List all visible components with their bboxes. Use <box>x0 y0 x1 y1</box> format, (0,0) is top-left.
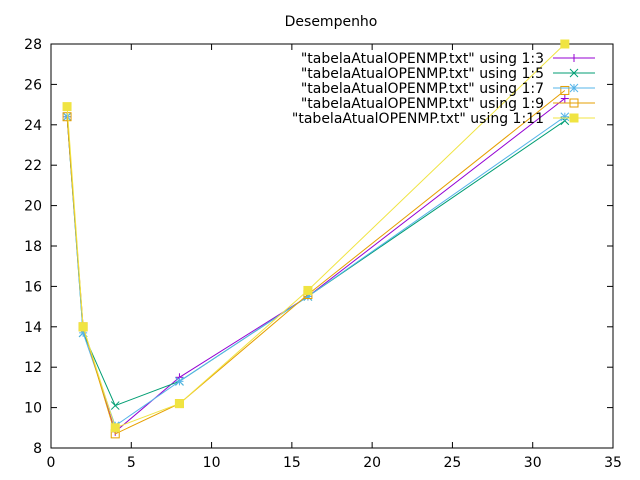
y-tick-label: 10 <box>24 401 42 417</box>
series-line <box>66 98 566 433</box>
legend-marker <box>569 113 579 123</box>
series-layer <box>62 39 570 439</box>
legend-label: "tabelaAtualOPENMP.txt" using 1:9 <box>301 96 544 112</box>
data-point <box>560 39 570 49</box>
x-tick-label: 30 <box>524 455 542 471</box>
x-tick-label: 0 <box>47 455 56 471</box>
x-tick-label: 5 <box>127 455 136 471</box>
data-point <box>110 423 120 433</box>
x-tick-label: 15 <box>283 455 301 471</box>
y-tick-label: 22 <box>24 158 42 174</box>
y-tick-label: 24 <box>24 118 42 134</box>
legend-entry: "tabelaAtualOPENMP.txt" using 1:11 <box>292 111 595 127</box>
legend-marker <box>569 83 579 93</box>
data-point <box>560 85 570 95</box>
legend-label: "tabelaAtualOPENMP.txt" using 1:3 <box>301 51 544 67</box>
legend-label: "tabelaAtualOPENMP.txt" using 1:11 <box>292 111 544 127</box>
y-tick-label: 18 <box>24 239 42 255</box>
chart-title: Desempenho <box>285 14 378 30</box>
legend-marker <box>569 68 579 78</box>
data-point <box>175 376 184 386</box>
data-point <box>560 112 570 122</box>
series-4 <box>62 85 570 439</box>
series-line <box>66 116 566 427</box>
legend-marker <box>569 98 579 108</box>
legend-marker <box>570 54 578 62</box>
series-1 <box>63 94 569 436</box>
series-line <box>66 116 566 407</box>
legend-label: "tabelaAtualOPENMP.txt" using 1:5 <box>301 66 544 82</box>
data-point <box>560 94 569 103</box>
legend-entry: "tabelaAtualOPENMP.txt" using 1:9 <box>301 96 595 112</box>
y-tick-label: 26 <box>24 77 42 93</box>
legend-entry: "tabelaAtualOPENMP.txt" using 1:5 <box>301 66 595 82</box>
y-tick-label: 12 <box>24 360 42 376</box>
y-tick-label: 28 <box>24 37 42 53</box>
x-tick-label: 25 <box>444 455 462 471</box>
series-2 <box>62 112 570 410</box>
y-tick-label: 14 <box>24 320 42 336</box>
data-point <box>174 399 184 409</box>
series-3 <box>62 112 570 431</box>
legend-entry: "tabelaAtualOPENMP.txt" using 1:3 <box>301 51 595 67</box>
series-line <box>66 43 566 429</box>
x-tick-label: 35 <box>604 455 622 471</box>
series-line <box>66 90 566 435</box>
axes: 0 5 10 15 20 25 30 35 8 10 12 14 16 18 20 22 24 26 28 <box>24 37 622 471</box>
data-point <box>303 285 313 295</box>
y-tick-label: 8 <box>33 441 42 457</box>
x-tick-label: 10 <box>203 455 221 471</box>
data-point <box>78 322 88 332</box>
legend-entry: "tabelaAtualOPENMP.txt" using 1:7 <box>301 81 595 97</box>
data-point <box>110 401 120 410</box>
x-tick-label: 20 <box>363 455 381 471</box>
y-tick-label: 20 <box>24 199 42 215</box>
legend-label: "tabelaAtualOPENMP.txt" using 1:7 <box>301 81 544 97</box>
legend: "tabelaAtualOPENMP.txt" using 1:3"tabela… <box>292 51 595 127</box>
data-point <box>62 102 72 112</box>
series-5 <box>62 39 570 433</box>
y-tick-label: 16 <box>24 279 42 295</box>
